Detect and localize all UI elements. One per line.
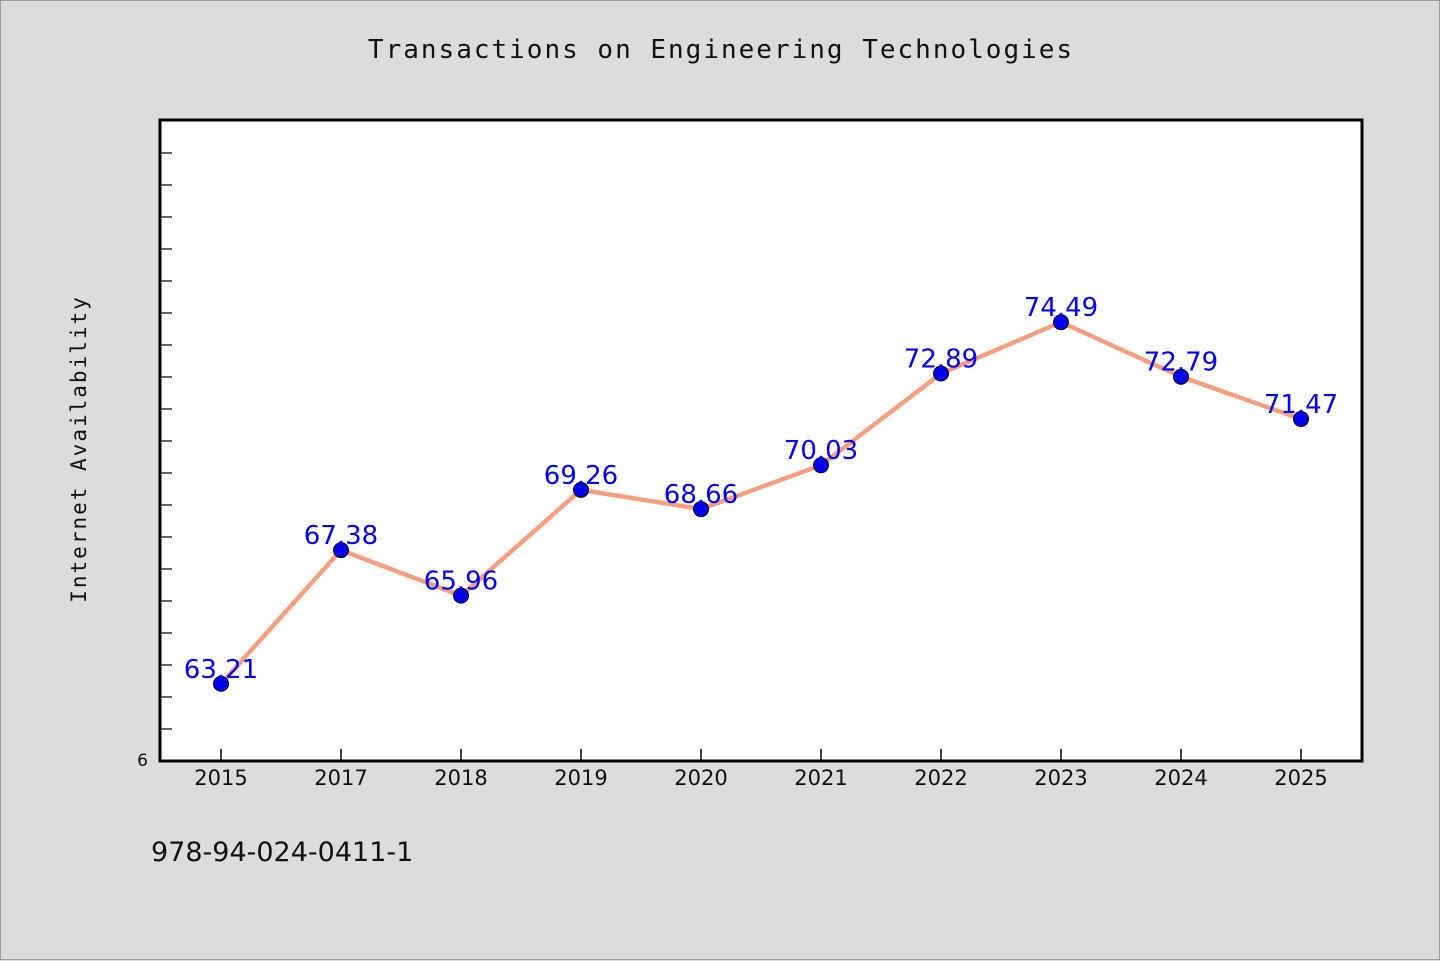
data-label: 63.21 bbox=[184, 655, 258, 685]
data-point bbox=[1053, 314, 1069, 331]
chart-title: Transactions on Engineering Technologies bbox=[367, 35, 1075, 65]
data-point bbox=[453, 587, 469, 604]
x-tick-label: 2023 bbox=[1034, 766, 1087, 790]
footer-id: 978-94-024-0411-1 bbox=[151, 837, 414, 868]
data-point bbox=[933, 365, 949, 382]
y-tick-label: 6 bbox=[137, 751, 148, 771]
x-tick-label: 2015 bbox=[194, 766, 247, 790]
data-point bbox=[813, 457, 829, 474]
data-label: 67.38 bbox=[304, 521, 378, 551]
x-tick-label: 2021 bbox=[794, 766, 847, 790]
data-point bbox=[573, 481, 589, 498]
data-point bbox=[213, 675, 229, 692]
data-label: 69.26 bbox=[544, 461, 618, 491]
x-tick-label: 2025 bbox=[1274, 766, 1327, 790]
data-label: 74.49 bbox=[1024, 293, 1098, 323]
data-point bbox=[1173, 368, 1189, 385]
data-label: 68.66 bbox=[664, 480, 738, 510]
x-tick-label: 2017 bbox=[314, 766, 367, 790]
data-label: 65.96 bbox=[424, 567, 498, 597]
x-tick-label: 2018 bbox=[434, 766, 487, 790]
x-tick-label: 2020 bbox=[674, 766, 727, 790]
plot-area bbox=[158, 118, 1364, 763]
data-label: 71.47 bbox=[1264, 390, 1338, 420]
series-line bbox=[218, 319, 1304, 687]
x-tick-label: 2024 bbox=[1154, 766, 1207, 790]
x-tick-label: 2022 bbox=[914, 766, 967, 790]
x-tick-label: 2019 bbox=[554, 766, 607, 790]
data-point bbox=[333, 542, 349, 559]
data-label: 72.89 bbox=[904, 345, 978, 375]
data-label: 72.79 bbox=[1144, 348, 1218, 378]
data-point bbox=[1293, 411, 1309, 428]
data-point bbox=[693, 501, 709, 518]
data-label: 70.03 bbox=[784, 436, 858, 466]
